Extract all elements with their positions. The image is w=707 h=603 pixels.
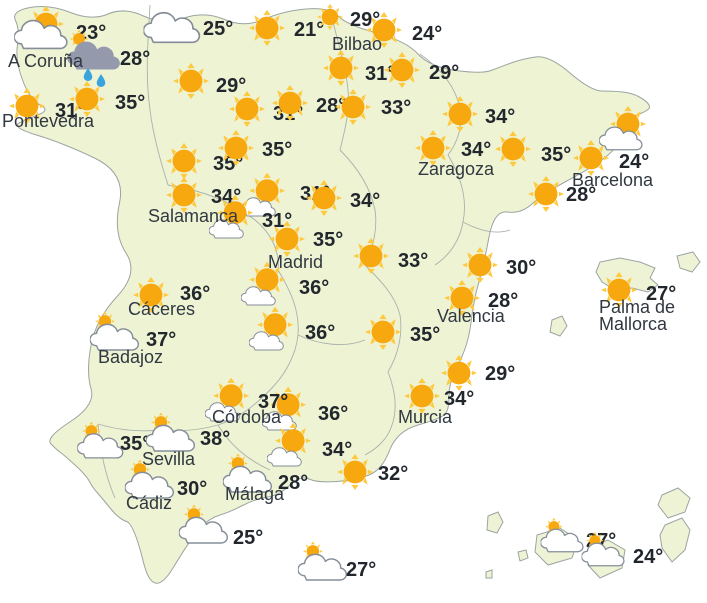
svg-text:Salamanca: Salamanca [148,206,239,226]
svg-text:Murcia: Murcia [398,407,453,427]
svg-text:Cáceres: Cáceres [128,299,195,319]
svg-text:30°: 30° [177,478,207,500]
svg-text:29°: 29° [429,62,459,84]
svg-text:34°: 34° [350,190,380,212]
svg-text:34°: 34° [485,106,515,128]
svg-text:33°: 33° [398,250,428,272]
svg-text:Bilbao: Bilbao [332,34,382,54]
svg-text:21°: 21° [294,19,324,41]
svg-text:Pontevedra: Pontevedra [2,111,95,131]
svg-text:Málaga: Málaga [225,484,285,504]
svg-text:27°: 27° [346,559,376,581]
svg-text:35°: 35° [313,229,343,251]
svg-text:29°: 29° [216,75,246,97]
svg-text:24°: 24° [633,546,663,568]
svg-text:32°: 32° [378,463,408,485]
svg-text:Zaragoza: Zaragoza [418,159,495,179]
svg-text:29°: 29° [485,363,515,385]
svg-text:34°: 34° [322,439,352,461]
svg-text:28°: 28° [120,48,150,70]
svg-text:Córdoba: Córdoba [212,407,282,427]
svg-text:38°: 38° [200,428,230,450]
svg-text:25°: 25° [233,527,263,549]
svg-text:Sevilla: Sevilla [142,449,196,469]
svg-text:A Coruña: A Coruña [8,51,84,71]
svg-text:Badajoz: Badajoz [98,347,163,367]
svg-text:Valencia: Valencia [437,306,506,326]
svg-text:Mallorca: Mallorca [599,314,668,334]
svg-text:35°: 35° [262,139,292,161]
svg-text:36°: 36° [318,403,348,425]
svg-text:35°: 35° [541,144,571,166]
svg-text:35°: 35° [115,92,145,114]
svg-text:Madrid: Madrid [268,252,323,272]
svg-text:30°: 30° [506,257,536,279]
svg-text:Cádiz: Cádiz [126,493,172,513]
svg-text:36°: 36° [299,277,329,299]
svg-text:35°: 35° [410,324,440,346]
svg-text:25°: 25° [203,18,233,40]
svg-text:36°: 36° [305,322,335,344]
svg-text:24°: 24° [412,23,442,45]
svg-text:34°: 34° [461,139,491,161]
svg-text:33°: 33° [381,97,411,119]
svg-text:Barcelona: Barcelona [572,170,654,190]
